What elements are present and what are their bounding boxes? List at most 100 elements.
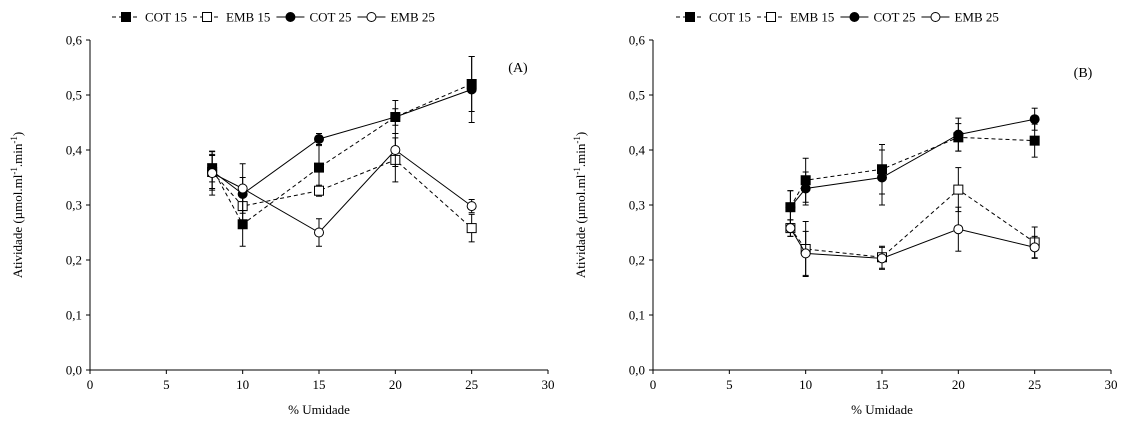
legend-marker (121, 12, 131, 22)
data-point (1029, 242, 1040, 253)
series-cot-25 (785, 107, 1040, 225)
data-point (237, 183, 248, 194)
legend-item: EMB 25 (921, 10, 999, 25)
series-emb-25 (785, 206, 1040, 276)
legend: COT 15 EMB 15 COT 25 EMB 25 (676, 10, 999, 25)
y-tick-label: 0,4 (629, 143, 646, 158)
panel-annotation: (A) (508, 61, 528, 76)
y-tick-label: 0,6 (66, 33, 83, 48)
data-point (314, 134, 324, 144)
legend-item: COT 15 (676, 10, 751, 25)
data-point (314, 185, 324, 196)
x-tick-label: 30 (1105, 377, 1118, 392)
series-line (789, 136, 1035, 208)
legend-label: COT 15 (709, 10, 751, 25)
x-tick-label: 10 (799, 377, 812, 392)
data-point (785, 202, 796, 213)
x-axis-title: % Umidade (288, 402, 350, 417)
series-line (790, 118, 1035, 208)
y-tick-label: 0,1 (629, 308, 645, 323)
series-emb-25 (207, 133, 477, 247)
y-tick-label: 0,4 (66, 143, 83, 158)
series-cot-15 (207, 56, 477, 247)
legend-label: EMB 25 (954, 10, 998, 25)
data-point (314, 162, 324, 173)
legend-item: EMB 15 (757, 10, 834, 25)
x-tick-label: 0 (650, 377, 657, 392)
legend-label: EMB 25 (390, 10, 434, 25)
series-emb-15 (785, 167, 1040, 277)
data-point (877, 172, 887, 183)
legend-marker (685, 12, 695, 22)
y-tick-label: 0,0 (66, 363, 82, 378)
x-tick-label: 10 (236, 377, 249, 392)
x-tick-label: 15 (313, 377, 326, 392)
legend-item: EMB 15 (193, 10, 270, 25)
y-tick-label: 0,6 (629, 33, 646, 48)
x-axis-title: % Umidade (851, 402, 913, 417)
legend-item: COT 25 (840, 10, 915, 25)
data-point (390, 145, 401, 155)
series-cot-25 (207, 56, 477, 211)
legend-marker (766, 12, 777, 22)
series-line (211, 149, 472, 234)
y-axis-title: Atividade (µmol.ml-1.min-1) (9, 132, 25, 278)
y-tick-label: 0,5 (66, 88, 82, 103)
series-line (211, 83, 472, 225)
x-tick-label: 20 (952, 377, 965, 392)
x-tick-label: 20 (389, 377, 402, 392)
data-point (877, 253, 887, 264)
y-tick-label: 0,2 (66, 253, 82, 268)
data-point (1029, 114, 1040, 125)
data-point (953, 129, 964, 140)
legend-marker (366, 12, 377, 22)
legend-marker (202, 12, 213, 22)
series-cot-15 (785, 123, 1040, 225)
data-point (466, 223, 477, 234)
y-tick-label: 0,0 (629, 363, 645, 378)
y-tick-label: 0,5 (629, 88, 645, 103)
data-point (953, 184, 964, 195)
legend: COT 15 EMB 15 COT 25 EMB 25 (112, 10, 435, 25)
legend-label: EMB 15 (790, 10, 834, 25)
x-tick-label: 5 (726, 377, 733, 392)
data-point (207, 168, 218, 179)
x-tick-label: 25 (465, 377, 478, 392)
y-tick-label: 0,2 (629, 253, 645, 268)
legend-item: COT 25 (276, 10, 351, 25)
x-tick-label: 15 (876, 377, 889, 392)
legend-item: COT 15 (112, 10, 187, 25)
legend-label: EMB 15 (226, 10, 270, 25)
x-tick-label: 30 (542, 377, 555, 392)
legend-marker (285, 12, 296, 22)
legend-label: COT 25 (309, 10, 351, 25)
legend-label: COT 15 (145, 10, 187, 25)
y-tick-label: 0,3 (66, 198, 82, 213)
data-point (466, 84, 477, 95)
legend-item: EMB 25 (357, 10, 435, 25)
x-tick-label: 25 (1028, 377, 1041, 392)
series-line (789, 188, 1035, 258)
chart-panel-a: 0,0 0,1 0,2 0,3 0,4 0,5 0,6 0 5 10 15 20 25 30 % Umida… (9, 10, 555, 418)
chart-panel-b: 0,0 0,1 0,2 0,3 0,4 0,5 0,6 0 5 10 15 20 25 30 % Umida… (572, 10, 1118, 418)
data-point (953, 224, 964, 235)
legend-label: COT 25 (873, 10, 915, 25)
series-line (789, 227, 1035, 259)
series-line (211, 89, 472, 195)
data-point (800, 183, 811, 194)
data-point (314, 227, 324, 238)
y-tick-label: 0,3 (629, 198, 645, 213)
x-tick-label: 0 (87, 377, 94, 392)
data-point (785, 223, 796, 234)
legend-marker (849, 12, 860, 22)
data-point (800, 248, 811, 259)
y-tick-label: 0,1 (66, 308, 82, 323)
panel-annotation: (B) (1074, 66, 1093, 81)
series-line (211, 159, 472, 229)
data-point (1029, 135, 1040, 146)
y-axis-title: Atividade (µmol.ml-1.min-1) (572, 132, 588, 278)
data-point (390, 112, 401, 122)
legend-marker (930, 12, 941, 22)
